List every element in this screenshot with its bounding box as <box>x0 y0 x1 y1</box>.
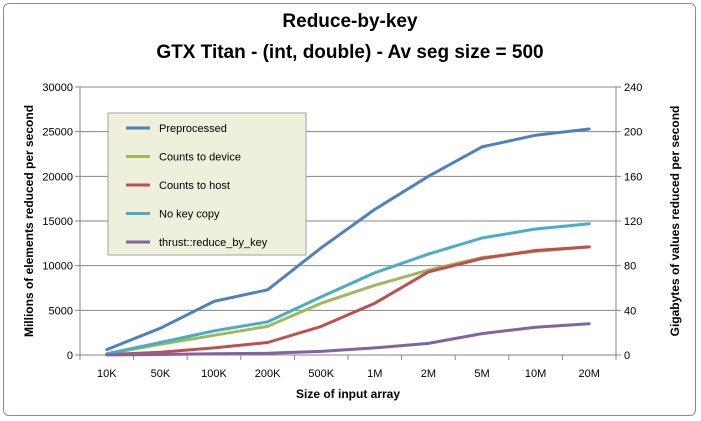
legend-label: Counts to host <box>159 180 230 192</box>
y-tick-label: 15000 <box>42 216 73 228</box>
x-tick-label: 2M <box>421 368 436 380</box>
secondary-y-axis-title: Gigabytes of values reduced per second <box>668 106 682 337</box>
legend-label: Preprocessed <box>159 123 227 135</box>
y2-tick-label: 0 <box>624 350 630 362</box>
y-tick-label: 10000 <box>42 261 73 273</box>
x-tick-label: 200K <box>255 368 281 380</box>
y2-tick-label: 120 <box>624 216 642 228</box>
y-axis-title: Millions of elements reduced per second <box>22 105 36 337</box>
series-group <box>105 127 591 357</box>
series-line-counts-to-host <box>105 245 591 357</box>
x-axis-title: Size of input array <box>296 387 400 401</box>
y-axis: 0 5000 10000 15000 20000 25000 30000 <box>42 82 80 362</box>
secondary-y-axis: 0 40 80 120 160 200 240 <box>616 82 642 362</box>
y-tick-label: 25000 <box>42 127 73 139</box>
chart-title: Reduce-by-key <box>282 11 418 32</box>
legend-label: No key copy <box>159 209 220 221</box>
x-tick-label: 10K <box>97 368 117 380</box>
x-tick-label: 500K <box>308 368 334 380</box>
series-line-no-key-copy <box>105 222 591 356</box>
legend-label: Counts to device <box>159 152 241 164</box>
y2-tick-label: 160 <box>624 171 642 183</box>
y2-tick-label: 80 <box>624 261 636 273</box>
y-tick-label: 0 <box>67 350 73 362</box>
y2-tick-label: 240 <box>624 82 642 94</box>
y-tick-label: 5000 <box>49 305 73 317</box>
x-tick-label: 100K <box>201 368 227 380</box>
x-axis: 10K 50K 100K 200K 500K 1M 2M 5M 10M 20M <box>79 355 617 380</box>
legend: Preprocessed Counts to device Counts to ho… <box>107 112 307 256</box>
series-line-thrust-reduce-by-key <box>105 322 591 357</box>
x-tick-label: 10M <box>525 368 546 380</box>
y-tick-label: 30000 <box>42 82 73 94</box>
x-tick-label: 50K <box>151 368 171 380</box>
chart-subtitle: GTX Titan - (int, double) - Av seg size … <box>156 42 543 63</box>
x-tick-label: 1M <box>367 368 382 380</box>
legend-label: thrust::reduce_by_key <box>159 237 268 249</box>
y2-tick-label: 200 <box>624 127 642 139</box>
y-tick-label: 20000 <box>42 171 73 183</box>
x-tick-label: 20M <box>578 368 599 380</box>
y2-tick-label: 40 <box>624 305 636 317</box>
series-line-preprocessed <box>105 127 591 352</box>
x-tick-label: 5M <box>474 368 489 380</box>
